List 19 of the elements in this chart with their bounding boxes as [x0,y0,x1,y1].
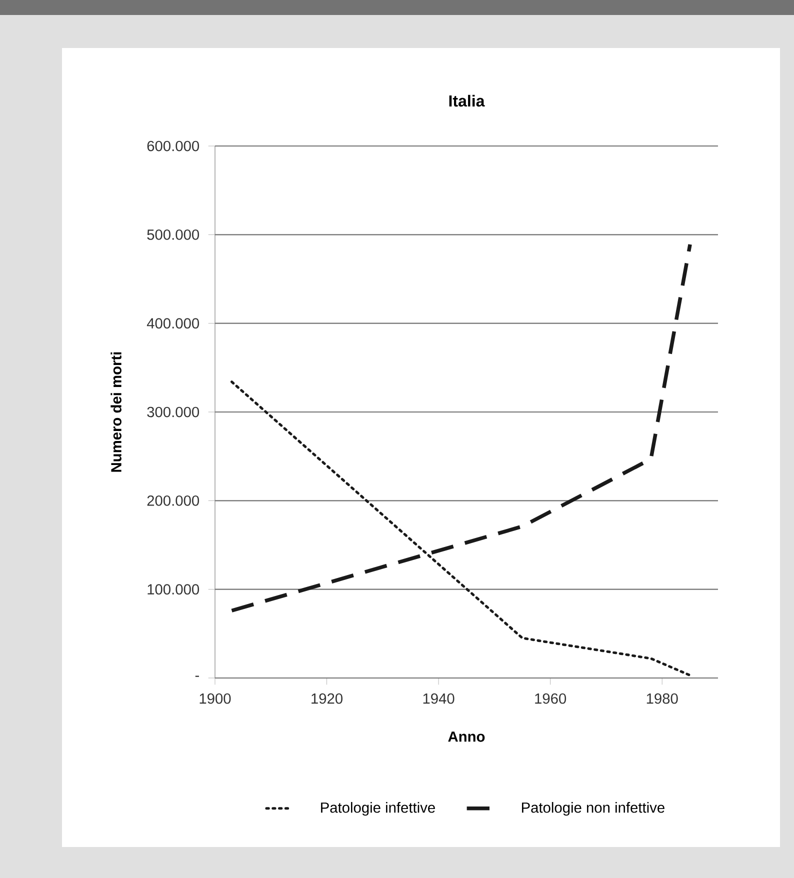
x-tick-label: 1900 [200,693,231,704]
y-tick-label: 300.000 [147,406,200,418]
line-series [230,380,692,677]
y-tick-label: 500.000 [147,229,200,240]
x-tick-label: 1920 [312,693,342,704]
y-tick-label: 400.000 [146,318,200,329]
y-tick-label: 200.000 [147,495,200,506]
x-axis-title: Anno [448,732,485,742]
y-tick-label: 100.000 [148,584,200,595]
y-tick-label: - [195,676,199,677]
y-tick-label: 600.000 [147,140,200,152]
x-tick-label: 1940 [423,693,454,704]
y-axis-title: Numero dei morti [110,352,122,472]
legend-label: Patologie non infettive [522,802,664,816]
x-tick-label: 1960 [535,693,566,704]
chart-title: Italia [449,94,485,107]
legend-label: Patologie infettive [321,802,435,816]
x-tick-label: 1980 [646,693,678,704]
line-series [230,242,692,612]
